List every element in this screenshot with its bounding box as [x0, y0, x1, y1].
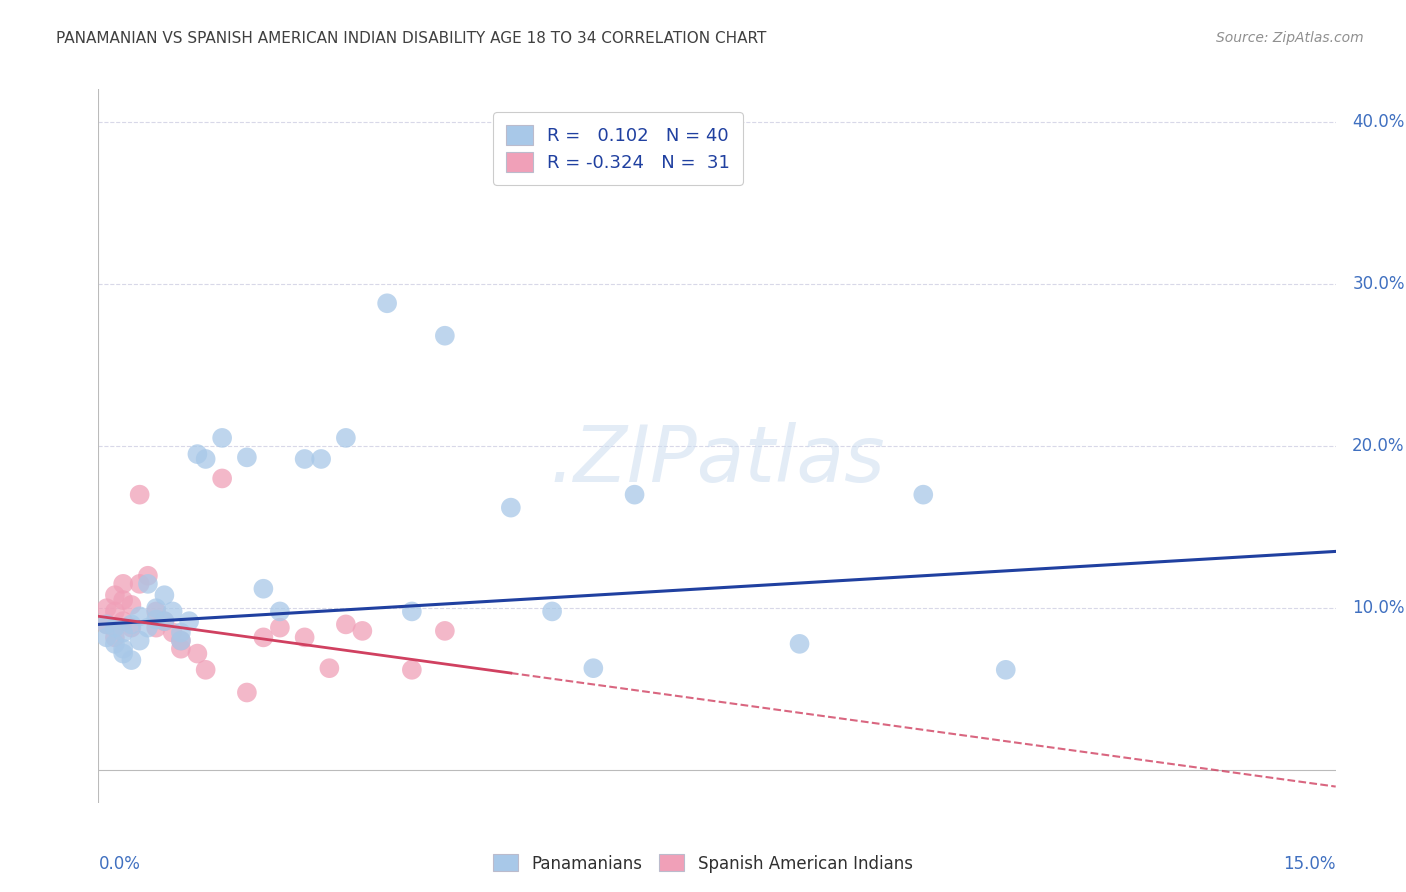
Point — [433, 624, 456, 638]
Text: .ZIPatlas: .ZIPatlas — [550, 422, 884, 499]
Point — [112, 641, 135, 656]
Point — [352, 624, 374, 638]
Point — [112, 577, 135, 591]
Point — [96, 617, 118, 632]
Point — [120, 653, 142, 667]
Point — [112, 614, 135, 628]
Point — [269, 604, 291, 618]
Point — [269, 621, 291, 635]
Point — [112, 647, 135, 661]
Point — [96, 631, 118, 645]
Point — [294, 631, 316, 645]
Point — [252, 582, 274, 596]
Point — [186, 447, 208, 461]
Point — [104, 631, 127, 645]
Legend: Panamanians, Spanish American Indians: Panamanians, Spanish American Indians — [486, 847, 920, 880]
Point — [136, 577, 159, 591]
Point — [170, 633, 193, 648]
Point — [211, 471, 233, 485]
Point — [145, 604, 167, 618]
Point — [912, 488, 935, 502]
Point — [128, 633, 150, 648]
Legend: R =   0.102   N = 40, R = -0.324   N =  31: R = 0.102 N = 40, R = -0.324 N = 31 — [494, 112, 742, 185]
Point — [153, 614, 176, 628]
Point — [145, 601, 167, 615]
Point — [112, 625, 135, 640]
Point — [120, 617, 142, 632]
Text: 20.0%: 20.0% — [1353, 437, 1405, 455]
Point — [179, 614, 201, 628]
Point — [104, 621, 127, 635]
Point — [236, 450, 259, 465]
Point — [318, 661, 340, 675]
Point — [104, 588, 127, 602]
Point — [994, 663, 1017, 677]
Point — [401, 663, 423, 677]
Point — [401, 604, 423, 618]
Text: Source: ZipAtlas.com: Source: ZipAtlas.com — [1216, 31, 1364, 45]
Point — [170, 633, 193, 648]
Point — [153, 588, 176, 602]
Point — [128, 488, 150, 502]
Text: 40.0%: 40.0% — [1353, 112, 1405, 130]
Point — [211, 431, 233, 445]
Point — [104, 637, 127, 651]
Text: 0.0%: 0.0% — [98, 855, 141, 872]
Point — [128, 609, 150, 624]
Text: 15.0%: 15.0% — [1284, 855, 1336, 872]
Point — [170, 641, 193, 656]
Point — [375, 296, 398, 310]
Point — [162, 604, 184, 618]
Point — [170, 625, 193, 640]
Point — [145, 613, 167, 627]
Point — [162, 625, 184, 640]
Point — [252, 631, 274, 645]
Point — [96, 601, 118, 615]
Point — [499, 500, 522, 515]
Point — [104, 604, 127, 618]
Point — [236, 685, 259, 699]
Point — [153, 614, 176, 628]
Point — [96, 617, 118, 632]
Text: PANAMANIAN VS SPANISH AMERICAN INDIAN DISABILITY AGE 18 TO 34 CORRELATION CHART: PANAMANIAN VS SPANISH AMERICAN INDIAN DI… — [56, 31, 766, 46]
Point — [309, 452, 332, 467]
Point — [582, 661, 605, 675]
Point — [789, 637, 811, 651]
Point — [136, 568, 159, 582]
Point — [120, 621, 142, 635]
Point — [136, 621, 159, 635]
Point — [194, 663, 217, 677]
Point — [623, 488, 645, 502]
Text: 30.0%: 30.0% — [1353, 275, 1405, 293]
Point — [335, 431, 357, 445]
Point — [145, 621, 167, 635]
Point — [433, 328, 456, 343]
Point — [128, 577, 150, 591]
Point — [335, 617, 357, 632]
Point — [186, 647, 208, 661]
Text: 10.0%: 10.0% — [1353, 599, 1405, 617]
Point — [120, 598, 142, 612]
Point — [294, 452, 316, 467]
Point — [112, 593, 135, 607]
Point — [541, 604, 564, 618]
Point — [194, 452, 217, 467]
